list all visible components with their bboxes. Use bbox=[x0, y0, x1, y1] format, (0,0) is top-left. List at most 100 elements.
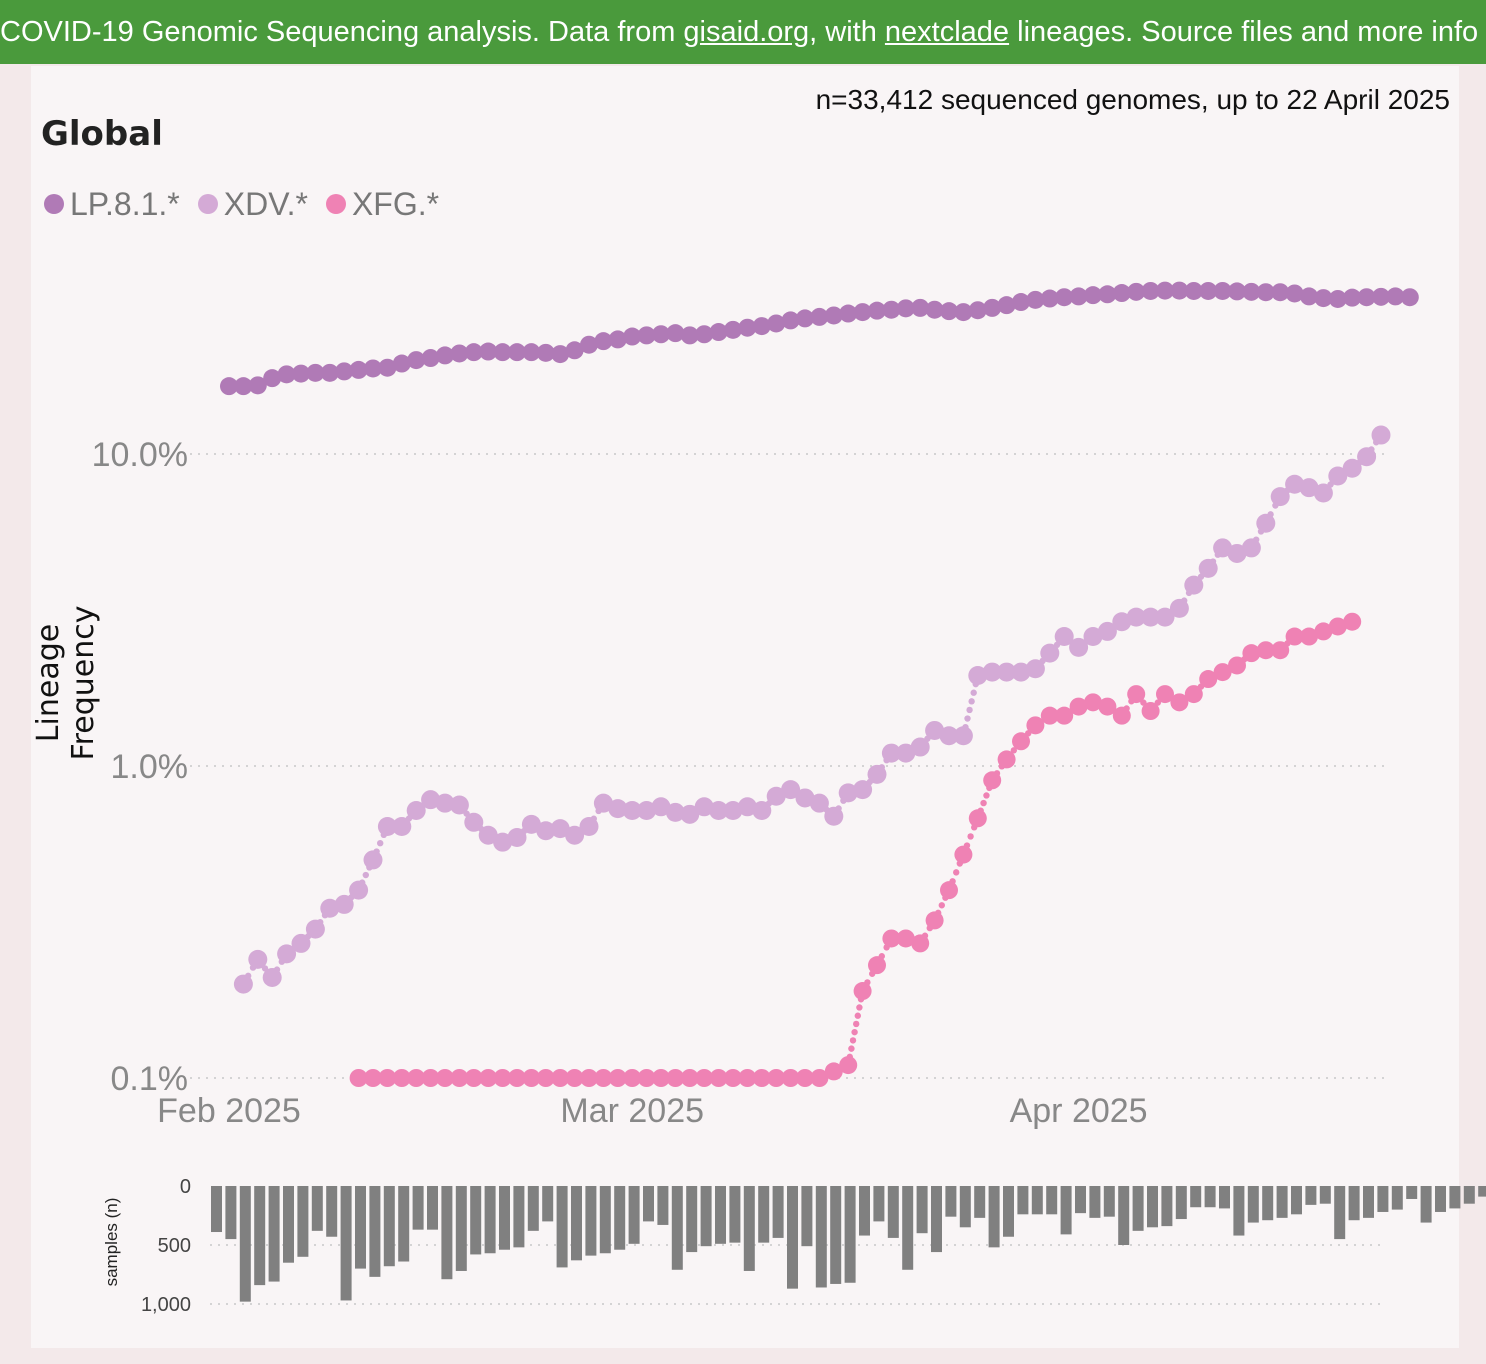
data-point bbox=[1285, 627, 1304, 646]
data-point bbox=[911, 298, 930, 317]
data-point bbox=[781, 780, 801, 800]
data-point bbox=[479, 342, 498, 361]
data-point bbox=[1227, 543, 1247, 563]
data-point bbox=[1271, 283, 1290, 302]
data-point bbox=[233, 974, 253, 994]
data-point bbox=[1025, 659, 1045, 679]
sample-bar bbox=[1435, 1186, 1446, 1212]
data-point bbox=[1141, 281, 1160, 300]
data-point bbox=[292, 364, 310, 383]
sample-bar bbox=[1334, 1186, 1346, 1240]
data-point bbox=[594, 1069, 613, 1087]
data-point bbox=[881, 743, 901, 763]
data-point bbox=[767, 1069, 786, 1087]
data-point bbox=[1213, 663, 1232, 682]
data-point bbox=[1026, 290, 1045, 309]
data-point bbox=[839, 1056, 858, 1075]
data-point bbox=[1213, 281, 1232, 300]
data-point bbox=[435, 793, 455, 813]
data-point bbox=[637, 1069, 656, 1087]
data-point bbox=[666, 1069, 685, 1087]
data-point bbox=[939, 726, 959, 746]
data-point bbox=[1342, 458, 1362, 478]
data-point bbox=[565, 341, 584, 360]
sample-bar bbox=[1478, 1186, 1486, 1197]
data-point bbox=[623, 1069, 642, 1087]
y-tick-label: 0.1% bbox=[111, 1060, 189, 1098]
legend-item-xdv[interactable]: XDV.* bbox=[197, 185, 308, 223]
data-point bbox=[550, 819, 570, 839]
legend-item-xfg[interactable]: XFG.* bbox=[325, 186, 439, 223]
data-point bbox=[349, 360, 368, 379]
data-point bbox=[1054, 627, 1074, 647]
data-point bbox=[968, 301, 987, 320]
data-point bbox=[1026, 716, 1045, 735]
data-point bbox=[680, 804, 700, 824]
data-point bbox=[680, 326, 699, 345]
sample-bar bbox=[599, 1186, 611, 1254]
data-point bbox=[436, 1069, 454, 1087]
sample-bar bbox=[671, 1186, 683, 1270]
gisaid-link[interactable]: gisaid.org bbox=[683, 16, 810, 48]
sample-bar bbox=[1003, 1186, 1014, 1237]
data-point bbox=[522, 1069, 541, 1087]
data-point bbox=[364, 1069, 382, 1087]
sample-bar bbox=[758, 1186, 770, 1243]
data-point bbox=[593, 793, 613, 813]
data-point bbox=[1112, 706, 1131, 725]
data-point bbox=[1372, 287, 1390, 306]
legend-marker-xfg bbox=[325, 194, 346, 214]
series-connector-dot bbox=[377, 839, 384, 847]
data-point bbox=[1141, 607, 1161, 627]
data-point bbox=[508, 1069, 526, 1087]
nextclade-link[interactable]: nextclade bbox=[884, 16, 1010, 48]
data-point bbox=[234, 377, 253, 396]
data-point bbox=[767, 314, 786, 333]
data-point bbox=[1184, 685, 1203, 704]
data-point bbox=[536, 343, 555, 362]
sample-bar bbox=[700, 1186, 712, 1247]
sample-bar bbox=[743, 1186, 755, 1271]
banner-text-2: , with bbox=[809, 16, 885, 48]
data-point bbox=[954, 845, 973, 864]
sample-bar bbox=[974, 1186, 986, 1218]
data-point bbox=[1241, 538, 1261, 558]
data-point bbox=[536, 821, 556, 841]
data-point bbox=[464, 812, 484, 832]
data-point bbox=[853, 303, 872, 322]
data-point bbox=[1270, 487, 1290, 507]
data-point bbox=[392, 354, 411, 373]
data-point bbox=[508, 343, 526, 362]
data-point bbox=[1184, 575, 1204, 595]
data-point bbox=[968, 666, 988, 686]
sample-bar bbox=[355, 1186, 366, 1269]
data-point bbox=[925, 911, 944, 930]
data-point bbox=[349, 1069, 368, 1087]
sample-bar bbox=[455, 1186, 467, 1271]
series-connector-dot bbox=[362, 871, 369, 879]
sample-bar bbox=[916, 1186, 928, 1234]
data-point bbox=[795, 788, 815, 808]
data-point bbox=[1256, 513, 1276, 533]
data-point bbox=[940, 302, 958, 321]
sample-bar bbox=[527, 1186, 539, 1231]
data-point bbox=[262, 967, 282, 987]
data-point bbox=[724, 1069, 742, 1087]
sample-bar bbox=[715, 1186, 726, 1244]
data-point bbox=[824, 1062, 843, 1081]
sample-bar bbox=[1017, 1186, 1029, 1215]
sample-bar bbox=[729, 1186, 741, 1243]
data-point bbox=[867, 764, 887, 784]
data-point bbox=[810, 1069, 829, 1087]
data-point bbox=[1242, 282, 1261, 301]
data-point bbox=[1069, 287, 1088, 306]
sample-bar bbox=[1075, 1186, 1086, 1214]
sample-bar bbox=[988, 1186, 1000, 1248]
legend-label-xdv: XDV.* bbox=[223, 185, 308, 222]
legend-item-lp81[interactable]: LP.8.1.* bbox=[44, 186, 180, 223]
data-point bbox=[1127, 282, 1146, 301]
data-point bbox=[651, 797, 671, 817]
data-point bbox=[694, 797, 714, 817]
sample-bar bbox=[1406, 1186, 1418, 1199]
